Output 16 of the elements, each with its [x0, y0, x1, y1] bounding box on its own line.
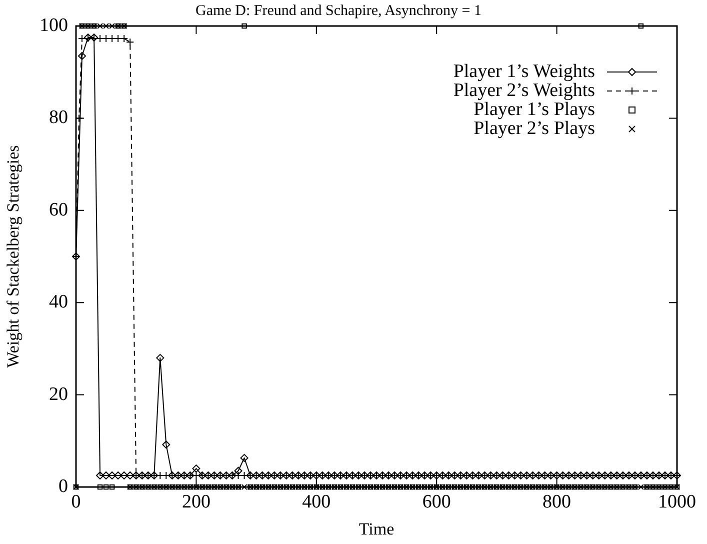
x-tick-label: 200: [182, 491, 210, 512]
x-axis-title: Time: [358, 519, 394, 538]
legend-label: Player 1’s Weights: [453, 60, 595, 82]
x-tick-label: 1000: [658, 491, 696, 512]
y-tick-label: 0: [58, 476, 68, 497]
chart-title: Game D: Freund and Schapire, Asynchrony = 1: [196, 2, 482, 19]
y-tick-label: 60: [49, 199, 68, 220]
x-tick-label: 600: [422, 491, 451, 512]
y-tick-label: 40: [49, 292, 68, 313]
y-axis-title: Weight of Stackelberg Strategies: [4, 145, 23, 368]
x-tick-label: 800: [542, 491, 572, 512]
x-tick-label: 400: [302, 491, 331, 512]
y-tick-label: 80: [49, 107, 68, 128]
y-tick-label: 20: [49, 384, 68, 405]
x-tick-label: 0: [71, 491, 81, 512]
y-tick-label: 100: [40, 14, 68, 36]
